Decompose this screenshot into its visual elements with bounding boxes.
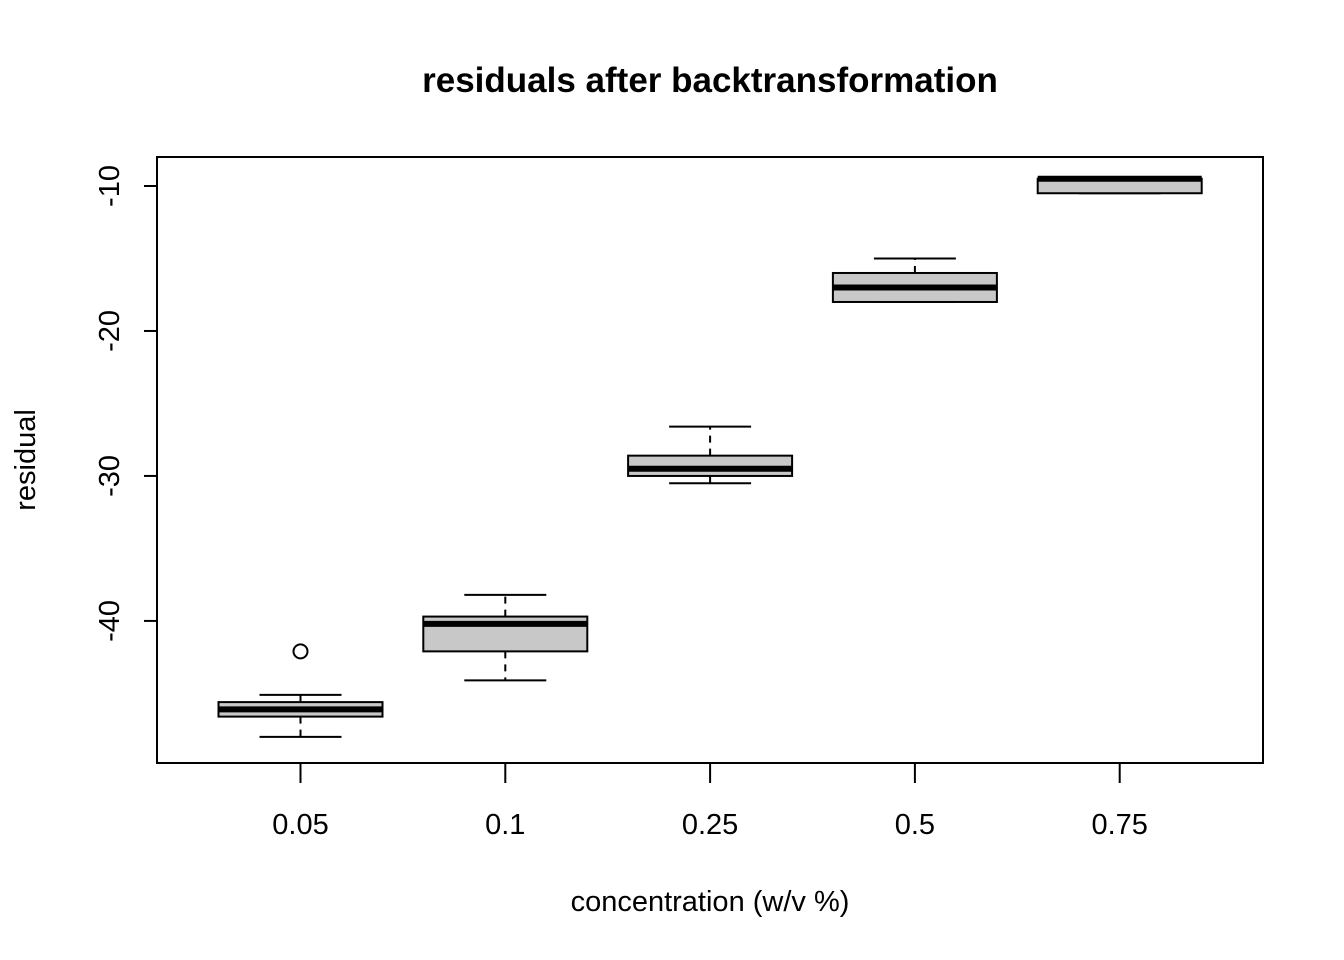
x-tick-label: 0.05 (272, 809, 328, 841)
boxes-group (217, 175, 1203, 738)
box-0.05 (217, 643, 384, 738)
x-tick-label: 0.25 (682, 809, 738, 841)
box-0.5 (831, 257, 998, 303)
chart-title: residuals after backtransformation (422, 61, 998, 100)
y-tick-label: -40 (94, 600, 126, 642)
x-tick-label: 0.75 (1091, 809, 1147, 841)
x-axis-label: concentration (w/v %) (571, 886, 850, 918)
outlier-point (292, 643, 309, 660)
y-tick-label: -10 (94, 165, 126, 207)
y-tick-label: -30 (94, 455, 126, 497)
box-0.75 (1036, 175, 1203, 195)
box-0.1 (422, 593, 589, 682)
x-axis: 0.05 0.1 0.25 0.5 0.75 (272, 763, 1148, 841)
x-tick-label: 0.1 (485, 809, 525, 841)
x-tick-label: 0.5 (895, 809, 935, 841)
box-0.25 (627, 425, 794, 485)
y-axis-label: residual (10, 409, 42, 511)
y-tick-label: -20 (94, 310, 126, 352)
y-axis: -10 -20 -30 -40 (94, 165, 157, 642)
